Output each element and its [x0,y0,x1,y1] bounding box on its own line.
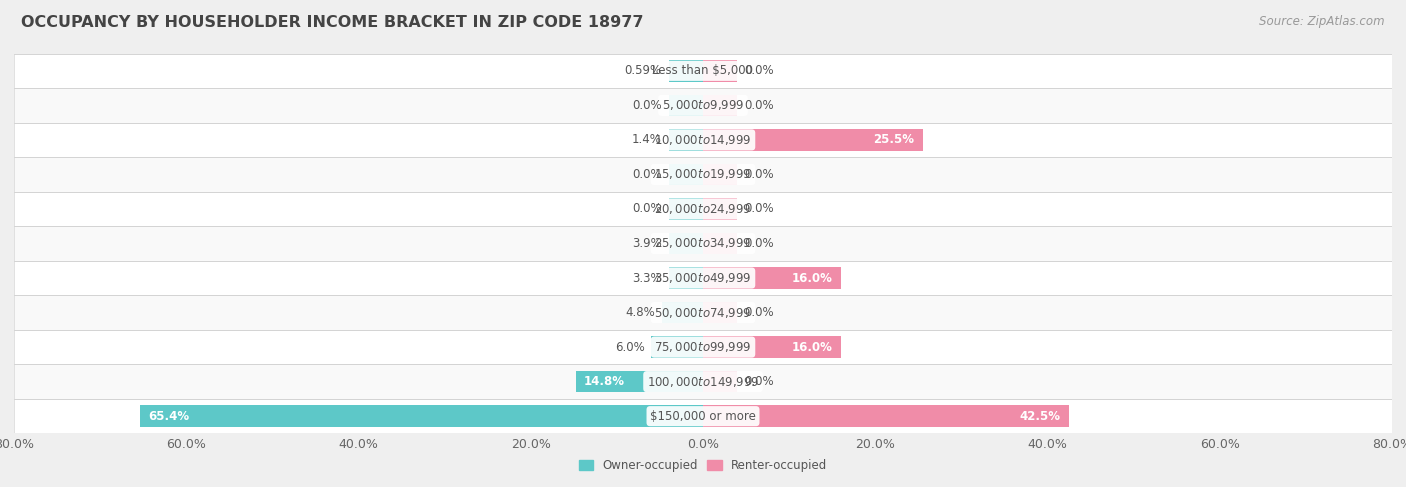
Text: 3.9%: 3.9% [631,237,662,250]
Text: OCCUPANCY BY HOUSEHOLDER INCOME BRACKET IN ZIP CODE 18977: OCCUPANCY BY HOUSEHOLDER INCOME BRACKET … [21,15,644,30]
Text: $15,000 to $19,999: $15,000 to $19,999 [654,168,752,182]
Text: 0.0%: 0.0% [633,203,662,215]
Bar [14,295,1392,330]
Text: 4.8%: 4.8% [626,306,655,319]
Text: 0.0%: 0.0% [633,99,662,112]
Bar [662,302,703,323]
Bar [703,371,738,393]
Bar [14,54,1392,88]
Bar [703,337,841,358]
Text: $25,000 to $34,999: $25,000 to $34,999 [654,237,752,250]
Text: 16.0%: 16.0% [792,340,832,354]
Text: 6.0%: 6.0% [614,340,644,354]
Bar [14,261,1392,295]
Text: 0.0%: 0.0% [744,375,773,388]
Bar [669,129,703,150]
Bar [139,406,703,427]
Bar [669,94,703,116]
Bar [14,330,1392,364]
Text: $20,000 to $24,999: $20,000 to $24,999 [654,202,752,216]
Text: 0.0%: 0.0% [744,99,773,112]
Bar [703,302,738,323]
Bar [14,226,1392,261]
Text: $5,000 to $9,999: $5,000 to $9,999 [662,98,744,112]
Bar [703,198,738,220]
Text: 14.8%: 14.8% [583,375,626,388]
Text: $150,000 or more: $150,000 or more [650,410,756,423]
Text: 3.3%: 3.3% [633,272,662,284]
Text: 42.5%: 42.5% [1019,410,1060,423]
Bar [14,157,1392,192]
Bar [14,88,1392,123]
Text: $35,000 to $49,999: $35,000 to $49,999 [654,271,752,285]
Bar [703,406,1069,427]
Bar [14,192,1392,226]
Bar [14,364,1392,399]
Text: 1.4%: 1.4% [631,133,662,147]
Bar [669,198,703,220]
Text: $100,000 to $149,999: $100,000 to $149,999 [647,375,759,389]
Text: 16.0%: 16.0% [792,272,832,284]
Text: $10,000 to $14,999: $10,000 to $14,999 [654,133,752,147]
Bar [14,399,1392,433]
Text: $50,000 to $74,999: $50,000 to $74,999 [654,305,752,319]
Text: 0.0%: 0.0% [633,168,662,181]
Bar [651,337,703,358]
Text: 0.59%: 0.59% [624,64,662,77]
Text: 65.4%: 65.4% [149,410,190,423]
Bar [703,233,738,254]
Text: $75,000 to $99,999: $75,000 to $99,999 [654,340,752,354]
Bar [703,60,738,81]
Text: 0.0%: 0.0% [744,64,773,77]
Bar [669,60,703,81]
Text: 0.0%: 0.0% [744,237,773,250]
Text: 0.0%: 0.0% [744,306,773,319]
Bar [703,129,922,150]
Bar [703,94,738,116]
Bar [669,267,703,289]
Bar [669,164,703,185]
Bar [703,267,841,289]
Bar [14,123,1392,157]
Bar [669,233,703,254]
Bar [703,164,738,185]
Text: 0.0%: 0.0% [744,203,773,215]
Text: 25.5%: 25.5% [873,133,914,147]
Text: Source: ZipAtlas.com: Source: ZipAtlas.com [1260,15,1385,28]
Text: 0.0%: 0.0% [744,168,773,181]
Legend: Owner-occupied, Renter-occupied: Owner-occupied, Renter-occupied [574,454,832,477]
Bar [575,371,703,393]
Text: Less than $5,000: Less than $5,000 [652,64,754,77]
